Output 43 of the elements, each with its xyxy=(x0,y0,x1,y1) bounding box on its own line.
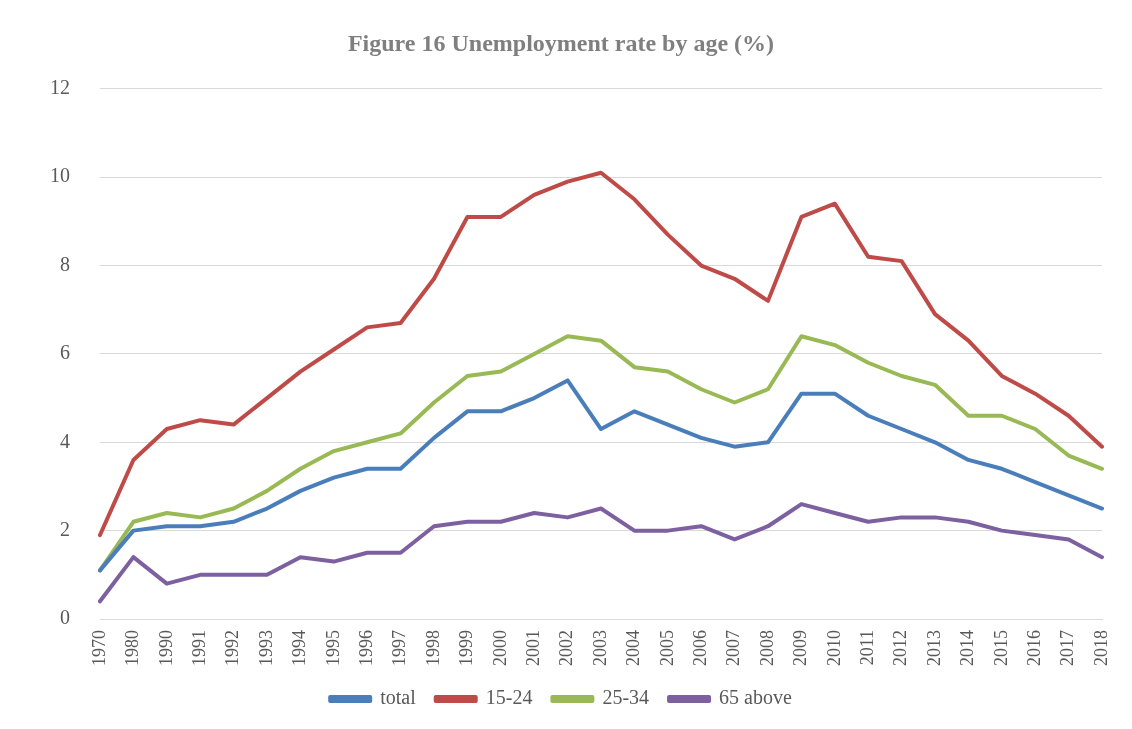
y-tick-label: 6 xyxy=(60,341,70,364)
x-tick-label: 2017 xyxy=(1057,630,1078,666)
x-tick-label: 2007 xyxy=(723,630,744,666)
x-tick-label: 2015 xyxy=(990,630,1011,666)
x-tick-label: 1997 xyxy=(389,630,410,666)
y-tick-label: 2 xyxy=(60,517,70,540)
legend-label: 15-24 xyxy=(485,686,533,709)
x-tick-label: 2014 xyxy=(957,630,978,666)
x-tick-label: 2003 xyxy=(589,630,610,666)
x-tick-label: 1999 xyxy=(456,630,477,666)
x-tick-label: 1995 xyxy=(322,630,343,666)
x-tick-label: 2018 xyxy=(1090,630,1111,666)
x-tick-label: 2012 xyxy=(890,630,911,666)
chart-title: Figure 16 Unemployment rate by age (%) xyxy=(347,29,775,56)
x-tick-label: 2002 xyxy=(556,630,577,666)
x-tick-label: 2010 xyxy=(823,630,844,666)
y-tick-label: 0 xyxy=(60,606,70,629)
legend-label: total xyxy=(380,686,417,709)
y-tick-label: 10 xyxy=(50,164,70,187)
x-tick-label: 2004 xyxy=(623,630,644,666)
x-tick-label: 2011 xyxy=(856,630,877,666)
x-tick-label: 1992 xyxy=(222,630,243,666)
x-tick-label: 2008 xyxy=(756,630,777,666)
x-tick-label: 1998 xyxy=(422,630,443,666)
x-tick-label: 2001 xyxy=(522,630,543,666)
x-tick-label: 2005 xyxy=(656,630,677,666)
x-tick-label: 1991 xyxy=(188,630,209,666)
legend-label: 25-34 xyxy=(602,686,650,709)
y-tick-label: 4 xyxy=(60,429,70,452)
x-tick-label: 1990 xyxy=(155,630,176,666)
x-tick-label: 1980 xyxy=(122,630,143,666)
x-tick-label: 1993 xyxy=(255,630,276,666)
x-tick-label: 1996 xyxy=(355,630,376,666)
x-tick-label: 2000 xyxy=(489,630,510,666)
x-tick-label: 2009 xyxy=(790,630,811,666)
legend-label: 65 above xyxy=(719,686,792,709)
x-tick-label: 2006 xyxy=(689,630,710,666)
x-tick-label: 2013 xyxy=(923,630,944,666)
x-tick-label: 2016 xyxy=(1023,630,1044,666)
x-tick-label: 1994 xyxy=(289,630,310,666)
y-tick-label: 12 xyxy=(50,76,70,99)
y-tick-label: 8 xyxy=(60,252,70,275)
x-tick-label: 1970 xyxy=(88,630,109,666)
